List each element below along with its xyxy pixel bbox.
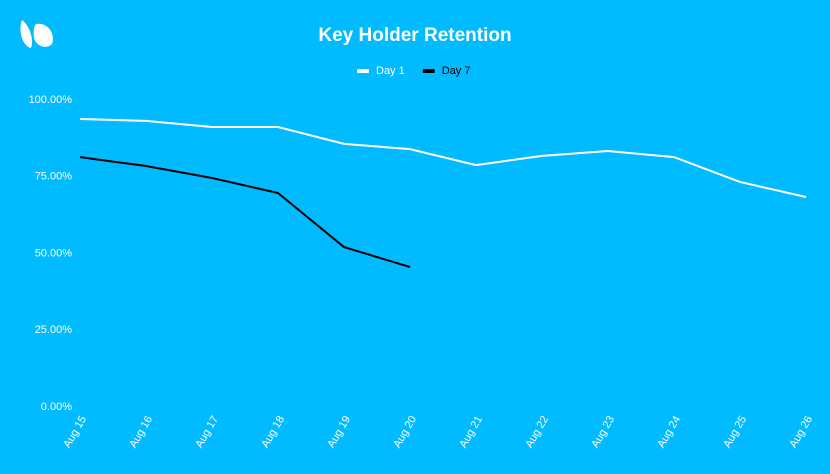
x-tick-label: Aug 21 — [457, 414, 485, 450]
legend-item: Day 1 — [357, 65, 405, 77]
x-tick-label: Aug 26 — [787, 414, 815, 450]
y-tick-label: 25.00% — [35, 324, 73, 336]
series-line — [79, 156, 411, 268]
logo — [20, 20, 53, 48]
y-tick-label: 100.00% — [29, 94, 73, 106]
legend-swatch — [357, 69, 369, 73]
x-tick-label: Aug 23 — [589, 414, 617, 450]
x-tick-label: Aug 17 — [193, 414, 221, 450]
chart-title: Key Holder Retention — [318, 25, 511, 46]
legend-label: Day 7 — [442, 65, 471, 77]
x-tick-label: Aug 16 — [127, 414, 155, 450]
legend-swatch — [422, 69, 435, 73]
x-tick-label: Aug 15 — [61, 414, 89, 450]
x-tick-label: Aug 24 — [655, 414, 683, 450]
series-line — [79, 118, 807, 198]
x-tick-label: Aug 25 — [721, 414, 749, 450]
x-tick-label: Aug 22 — [523, 414, 551, 450]
x-tick-label: Aug 18 — [259, 414, 287, 450]
legend-item: Day 7 — [422, 65, 471, 77]
x-tick-label: Aug 20 — [391, 414, 419, 450]
x-tick-label: Aug 19 — [325, 414, 353, 450]
y-tick-label: 0.00% — [41, 401, 72, 413]
legend-label: Day 1 — [376, 65, 405, 77]
y-tick-label: 75.00% — [35, 171, 73, 183]
y-tick-label: 50.00% — [35, 247, 73, 259]
